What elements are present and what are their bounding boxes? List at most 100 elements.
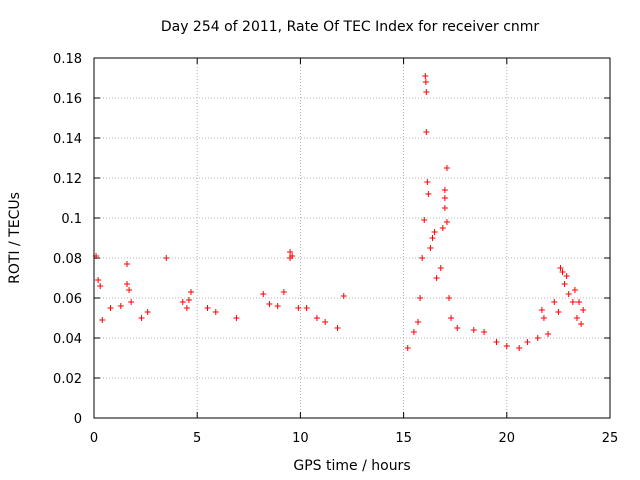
y-tick-label: 0.18 [53, 52, 82, 67]
data-point [493, 339, 500, 345]
data-point [441, 195, 448, 201]
data-point [107, 305, 114, 311]
data-point [555, 309, 562, 315]
data-point [516, 345, 523, 351]
data-point [410, 329, 417, 335]
y-tick-label: 0.06 [53, 292, 82, 307]
data-point [266, 301, 273, 307]
data-point [322, 319, 329, 325]
data-point [303, 305, 310, 311]
data-point [212, 309, 219, 315]
data-point [427, 245, 434, 251]
data-point [454, 325, 461, 331]
data-point [188, 289, 195, 295]
x-tick-label: 10 [292, 431, 309, 446]
data-point [419, 255, 426, 261]
x-tick-label: 15 [395, 431, 412, 446]
y-tick-label: 0.04 [53, 332, 82, 347]
y-tick-label: 0 [74, 412, 82, 427]
data-point [124, 281, 131, 287]
data-point [441, 205, 448, 211]
data-point [128, 299, 135, 305]
data-point [144, 309, 151, 315]
x-tick-label: 20 [499, 431, 516, 446]
data-point [437, 265, 444, 271]
data-point [448, 315, 455, 321]
data-point [580, 307, 587, 313]
data-point [441, 187, 448, 193]
y-tick-label: 0.14 [53, 132, 82, 147]
data-point [551, 299, 558, 305]
data-point [289, 253, 296, 259]
data-point [559, 269, 566, 275]
data-point [576, 299, 583, 305]
tick-labels: 0 5 10 15 20 25 0 0.02 0.04 0.06 0.08 0.1 0.12 0.14 0.… [53, 52, 618, 446]
data-point [404, 345, 411, 351]
x-tick-label: 25 [602, 431, 619, 446]
chart-title: Day 254 of 2011, Rate Of TEC Index for r… [161, 19, 540, 35]
data-point [503, 343, 510, 349]
data-point [138, 315, 145, 321]
data-point [538, 307, 545, 313]
data-point [446, 295, 453, 301]
x-axis-label: GPS time / hours [293, 458, 410, 474]
data-point [534, 335, 541, 341]
data-point [561, 281, 568, 287]
data-point [124, 261, 131, 267]
data-point [280, 289, 287, 295]
data-point [481, 329, 488, 335]
data-point [569, 299, 576, 305]
data-point [429, 235, 436, 241]
y-tick-label: 0.02 [53, 372, 82, 387]
y-tick-label: 0.12 [53, 172, 82, 187]
data-point [340, 293, 347, 299]
data-point [425, 191, 432, 197]
y-tick-label: 0.08 [53, 252, 82, 267]
data-point [565, 291, 572, 297]
data-point [443, 219, 450, 225]
data-point [545, 331, 552, 337]
data-point [422, 79, 429, 85]
data-point [571, 287, 578, 293]
data-point [431, 229, 438, 235]
y-axis-label: ROTI / TECUs [7, 192, 23, 284]
data-point [233, 315, 240, 321]
data-point [524, 339, 531, 345]
data-point [204, 305, 211, 311]
data-point [163, 255, 170, 261]
data-point [422, 73, 429, 79]
grid-lines [94, 58, 610, 418]
data-point [126, 287, 133, 293]
data-point [95, 277, 102, 283]
x-tick-label: 0 [90, 431, 98, 446]
data-point [439, 225, 446, 231]
data-point [415, 319, 422, 325]
data-point [99, 317, 106, 323]
data-point [578, 321, 585, 327]
data-point [443, 165, 450, 171]
data-point [313, 315, 320, 321]
data-point [179, 299, 186, 305]
data-point [417, 295, 424, 301]
data-point [117, 303, 124, 309]
y-tick-label: 0.16 [53, 92, 82, 107]
data-point [433, 275, 440, 281]
data-point [97, 283, 104, 289]
plot-frame [93, 57, 611, 419]
data-point [424, 179, 431, 185]
data-point [573, 315, 580, 321]
data-point [470, 327, 477, 333]
data-point [274, 303, 281, 309]
data-point [540, 315, 547, 321]
data-point [260, 291, 267, 297]
x-tick-label: 5 [193, 431, 201, 446]
data-point [423, 129, 430, 135]
data-point [557, 265, 564, 271]
data-point [295, 305, 302, 311]
y-tick-label: 0.1 [61, 212, 82, 227]
data-point [287, 249, 294, 255]
data-point [334, 325, 341, 331]
data-points [93, 73, 587, 351]
axis-ticks [93, 57, 611, 419]
